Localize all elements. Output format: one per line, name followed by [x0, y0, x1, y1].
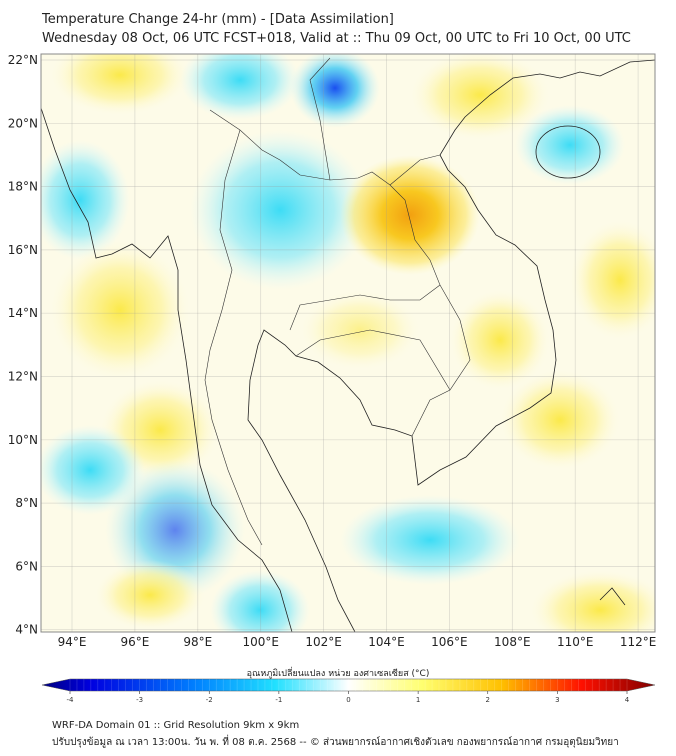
color-field [41, 54, 655, 632]
lat-label: 20°N [8, 116, 38, 130]
colorbar-tick-label: 1 [416, 696, 420, 704]
lat-label: 10°N [8, 433, 38, 447]
colorbar-tick-label: 2 [486, 696, 490, 704]
lat-label: 8°N [15, 496, 38, 510]
colorbar-tick-label: -1 [275, 696, 282, 704]
lon-label: 106°E [431, 635, 468, 649]
colorbar-tick-label: -3 [136, 696, 143, 704]
lon-label: 110°E [557, 635, 594, 649]
lat-label: 22°N [8, 53, 38, 67]
lat-label: 18°N [8, 180, 38, 194]
footer-model-info: WRF-DA Domain 01 :: Grid Resolution 9km … [52, 720, 300, 731]
lat-label: 14°N [8, 306, 38, 320]
lat-label: 4°N [15, 623, 38, 637]
lon-label: 94°E [58, 635, 87, 649]
map-frame [40, 53, 656, 633]
lat-label: 6°N [15, 559, 38, 573]
chart-subtitle: Wednesday 08 Oct, 06 UTC FCST+018, Valid… [42, 31, 631, 46]
lat-label: 16°N [8, 243, 38, 257]
coastlines [41, 59, 655, 632]
colorbar-tick-label: 0 [346, 696, 350, 704]
lon-label: 98°E [183, 635, 212, 649]
colorbar-tick-label: 3 [555, 696, 559, 704]
chart-title: Temperature Change 24-hr (mm) - [Data As… [42, 12, 394, 27]
lat-label: 12°N [8, 370, 38, 384]
footer-update-info: ปรับปรุงข้อมูล ณ เวลา 13:00น. วัน พ. ที่… [52, 737, 619, 748]
lon-label: 108°E [494, 635, 531, 649]
graticule [41, 54, 655, 632]
lon-label: 104°E [368, 635, 405, 649]
country-borders [204, 57, 471, 546]
lon-label: 112°E [620, 635, 657, 649]
lon-label: 102°E [305, 635, 342, 649]
colorbar-tick-label: -2 [206, 696, 213, 704]
lon-label: 100°E [242, 635, 279, 649]
colorbar-tick-label: 4 [625, 696, 630, 704]
colorbar-tick-label: -4 [67, 696, 75, 704]
lon-label: 96°E [120, 635, 149, 649]
colorbar-label: อุณหภูมิเปลี่ยนแปลง หน่วย องศาเซลเซียส (… [246, 669, 430, 679]
